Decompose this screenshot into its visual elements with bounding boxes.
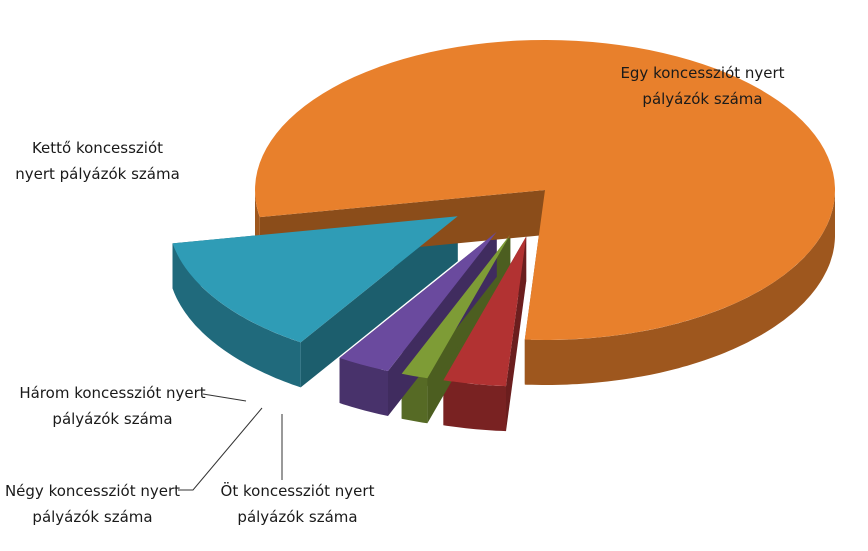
slice-label: Egy koncessziót nyert pályázók száma	[620, 64, 785, 108]
slice	[339, 231, 497, 371]
slice	[172, 216, 458, 343]
slice	[255, 39, 836, 340]
slice-side	[339, 358, 388, 416]
slice-label: Három koncessziót nyert pályázók száma	[19, 384, 206, 428]
slice	[401, 234, 511, 379]
slice-side	[172, 243, 301, 388]
slice-side	[524, 191, 835, 385]
leader-line	[202, 393, 247, 402]
slice-side	[443, 380, 506, 432]
slices	[172, 39, 836, 432]
slice	[443, 236, 527, 387]
leader-line	[178, 407, 263, 491]
slice-label: Kettő koncessziót nyert pályázók száma	[15, 139, 180, 183]
slice-label: Öt koncessziót nyert pályázók száma	[220, 482, 375, 526]
slice-label: Négy koncessziót nyert pályázók száma	[4, 482, 181, 526]
